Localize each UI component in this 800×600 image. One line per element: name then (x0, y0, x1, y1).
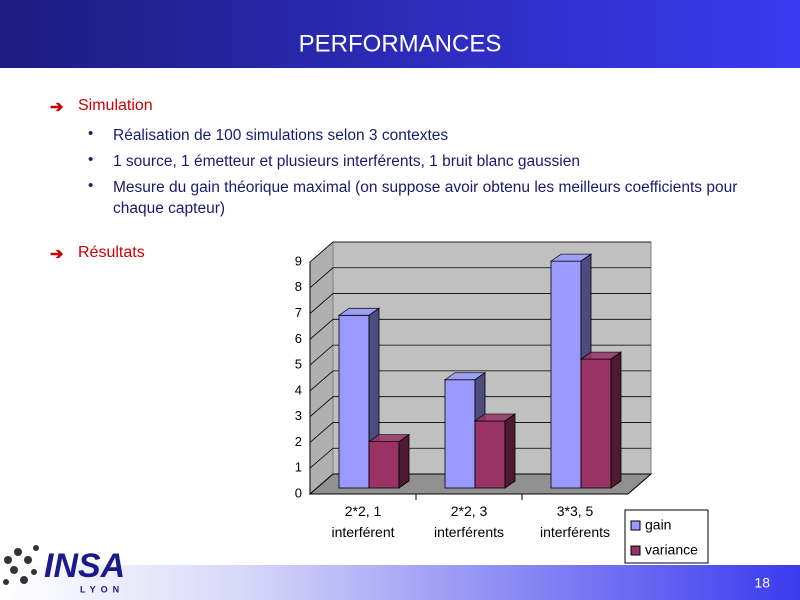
bullet-arrow: ➔ (50, 99, 64, 116)
bullet-arrow: ➔ (50, 246, 64, 263)
grid-line (309, 447, 651, 469)
sub-bullet: Mesure du gain théorique maximal (on sup… (113, 179, 738, 217)
grid-line (309, 422, 651, 443)
y-tick-label: 8 (295, 279, 302, 294)
sub-bullet: Réalisation de 100 simulations selon 3 c… (113, 127, 449, 144)
grid-line (309, 241, 651, 263)
sub-bullet-dot: • (88, 125, 94, 142)
y-tick-label: 1 (295, 460, 302, 475)
legend-label: variance (645, 542, 698, 558)
grid-line (309, 344, 651, 366)
slide-title: PERFORMANCES (299, 30, 502, 57)
page-number: 18 (754, 575, 770, 591)
sub-bullet-dot: • (88, 151, 94, 168)
y-tick-label: 4 (295, 382, 302, 397)
chart: 0 1 2 3 4 5 6 7 8 9 gain variance (295, 240, 709, 564)
y-tick-label: 9 (295, 253, 302, 268)
sub-bullet: 1 source, 1 émetteur et plusieurs interf… (113, 153, 580, 170)
y-tick-label: 3 (295, 408, 302, 423)
logo-city: LYON (80, 584, 124, 594)
footer-band (0, 565, 800, 600)
x-tick-label: 2*2, 1 interférent (331, 503, 395, 540)
sub-bullet-dot: • (88, 177, 94, 194)
bar-front (580, 358, 612, 489)
bar-front (368, 441, 400, 489)
bar-side (610, 351, 622, 489)
x-tick-label: 2*2, 3 interférents (433, 503, 505, 540)
y-tick-label: 0 (295, 485, 302, 500)
grid-line (309, 318, 651, 340)
bar-front (444, 379, 476, 489)
bullet: Résultats (78, 244, 145, 261)
bar-side (398, 433, 410, 489)
y-tick-label: 7 (295, 305, 302, 320)
grid-line (309, 473, 651, 495)
bar-front (474, 420, 506, 489)
header-band (0, 0, 800, 68)
bar (579, 351, 623, 489)
logo-name: INSA (44, 547, 125, 585)
bar (367, 433, 411, 489)
bar (473, 413, 517, 489)
grid-line (309, 267, 651, 289)
bar-front (338, 314, 370, 489)
y-tick-label: 5 (295, 357, 302, 372)
side-wall (309, 240, 334, 496)
legend-swatch (630, 520, 641, 531)
legend-swatch (630, 545, 641, 556)
bar-side (504, 413, 516, 489)
bullet: Simulation (78, 97, 153, 114)
y-tick-label: 6 (295, 331, 302, 346)
bar-front (550, 260, 582, 489)
x-tick-label: 3*3, 5 interférents (539, 503, 611, 540)
grid-line (309, 293, 651, 314)
grid-line (309, 370, 651, 392)
logo-dots (3, 545, 39, 585)
grid-line (309, 396, 651, 417)
legend-label: gain (645, 517, 671, 533)
y-tick-label: 2 (295, 434, 302, 449)
